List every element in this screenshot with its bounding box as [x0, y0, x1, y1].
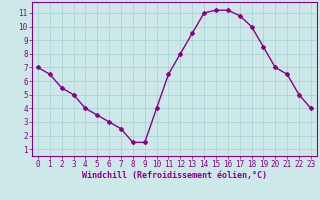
X-axis label: Windchill (Refroidissement éolien,°C): Windchill (Refroidissement éolien,°C)	[82, 171, 267, 180]
